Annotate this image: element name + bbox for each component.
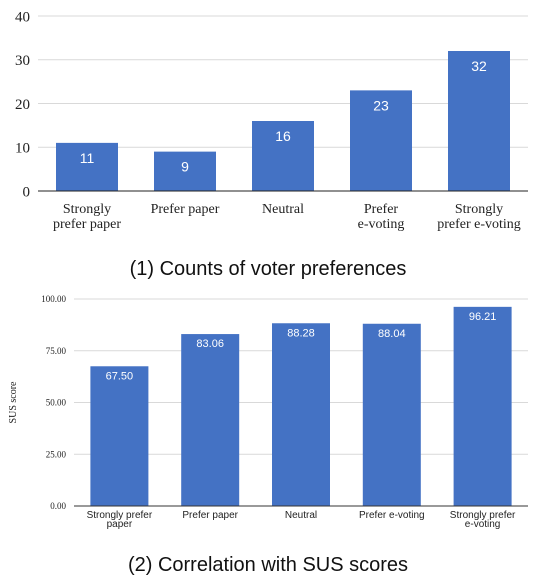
y-tick-label: 20 bbox=[15, 97, 30, 113]
bar bbox=[252, 121, 314, 191]
bar bbox=[350, 90, 412, 191]
bar bbox=[154, 151, 216, 191]
bar bbox=[362, 323, 421, 506]
data-label: 23 bbox=[373, 97, 389, 113]
y-tick-label: 25.00 bbox=[46, 449, 67, 459]
y-tick-label: 75.00 bbox=[46, 346, 67, 356]
bar bbox=[56, 142, 118, 191]
x-category-label: Prefer paper bbox=[151, 202, 220, 217]
y-tick-label: 0.00 bbox=[50, 501, 66, 511]
data-label: 11 bbox=[80, 150, 95, 166]
bar bbox=[181, 334, 240, 506]
x-category-label: Strongly prefer bbox=[87, 510, 153, 521]
bar bbox=[272, 323, 330, 506]
y-tick-label: 50.00 bbox=[46, 398, 67, 408]
x-category-label: Strongly bbox=[63, 202, 111, 217]
y-tick-label: 100.00 bbox=[41, 294, 66, 304]
data-label: 67.50 bbox=[106, 370, 134, 382]
y-tick-label: 40 bbox=[15, 9, 30, 25]
x-category-label: Neutral bbox=[285, 510, 317, 521]
data-label: 9 bbox=[181, 159, 189, 175]
caption-chart-1: (1) Counts of voter preferences bbox=[130, 258, 407, 280]
caption-chart-2: (2) Correlation with SUS scores bbox=[128, 554, 408, 576]
x-category-label: e-voting bbox=[465, 519, 501, 530]
x-category-label: Prefer paper bbox=[182, 510, 238, 521]
y-tick-label: 10 bbox=[15, 141, 30, 157]
x-category-label: Strongly bbox=[455, 202, 503, 217]
data-label: 83.06 bbox=[196, 338, 224, 350]
x-category-label: e-voting bbox=[358, 217, 405, 232]
data-label: 88.04 bbox=[378, 328, 406, 340]
bar bbox=[453, 306, 512, 506]
data-label: 96.21 bbox=[469, 311, 497, 323]
x-category-label: Prefer e-voting bbox=[359, 510, 425, 521]
x-category-label: Neutral bbox=[262, 202, 304, 217]
x-category-label: paper bbox=[107, 519, 133, 530]
data-label: 88.28 bbox=[287, 327, 315, 339]
x-category-label: prefer e-voting bbox=[437, 217, 521, 232]
y-tick-label: 0 bbox=[23, 184, 31, 200]
chart-sus-scores: 0.00 25.00 50.00 75.00 100.00 67.50 Strongly p… bbox=[8, 294, 528, 530]
y-tick-label: 30 bbox=[15, 53, 30, 69]
bar bbox=[448, 51, 510, 191]
x-category-label: Prefer bbox=[364, 202, 399, 217]
bar bbox=[90, 366, 149, 506]
x-category-label: Strongly prefer bbox=[450, 510, 516, 521]
data-label: 16 bbox=[275, 128, 291, 144]
data-label: 32 bbox=[471, 58, 487, 74]
x-category-label: prefer paper bbox=[53, 217, 121, 232]
y-axis-title: SUS score bbox=[8, 381, 19, 424]
